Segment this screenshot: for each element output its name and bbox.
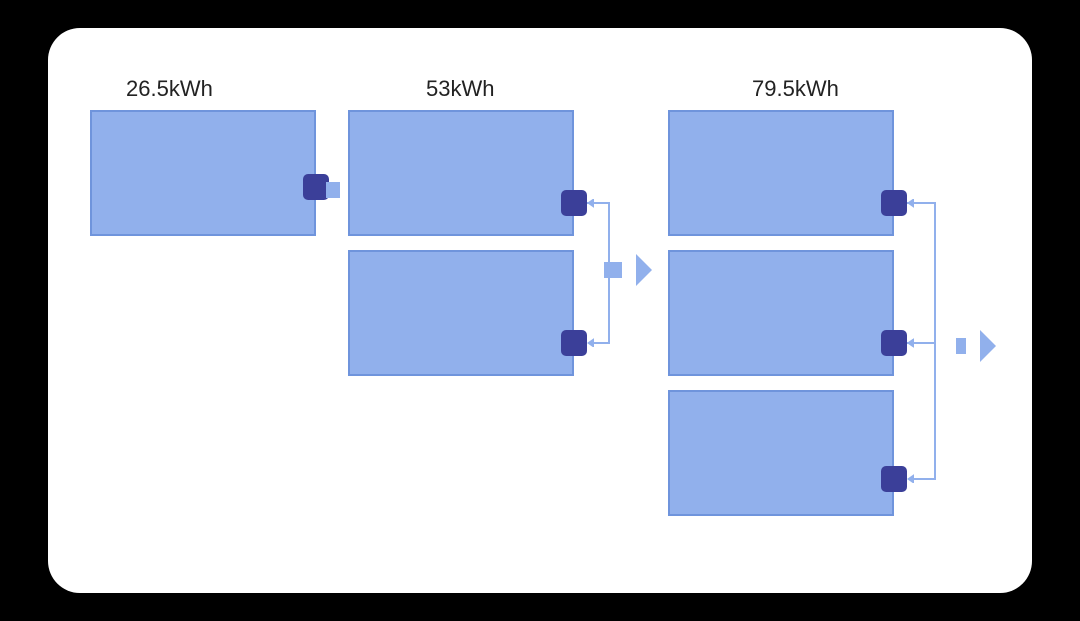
module-port <box>881 190 907 216</box>
module-port <box>881 330 907 356</box>
module-port <box>561 330 587 356</box>
module-port <box>881 466 907 492</box>
flow-arrow-icon <box>956 330 982 362</box>
column-label: 26.5kWh <box>126 76 213 102</box>
battery-module <box>668 390 894 516</box>
diagram-card: 26.5kWh 53kWh 79.5kWh <box>48 28 1032 593</box>
battery-module <box>348 250 574 376</box>
battery-module <box>668 110 894 236</box>
flow-arrow-icon <box>326 174 356 206</box>
battery-module <box>90 110 316 236</box>
port-connector <box>898 339 939 483</box>
module-port <box>561 190 587 216</box>
diagram-stage: 26.5kWh 53kWh 79.5kWh <box>48 28 1032 593</box>
column-label: 79.5kWh <box>752 76 839 102</box>
port-connector <box>898 199 939 347</box>
column-label: 53kWh <box>426 76 494 102</box>
flow-arrow-icon <box>604 254 638 286</box>
battery-module <box>348 110 574 236</box>
battery-module <box>668 250 894 376</box>
